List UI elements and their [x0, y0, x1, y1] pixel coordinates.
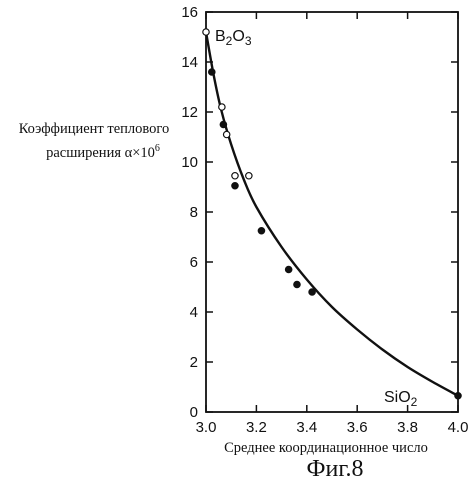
filled-data-point [209, 69, 215, 75]
y-axis-label: Коэффициент теплового расширения α×106 [4, 120, 184, 163]
y-tick-label: 12 [181, 104, 198, 121]
figure-caption: Фиг.8 [190, 456, 470, 483]
open-data-point [219, 104, 225, 110]
y-tick-label: 6 [190, 254, 198, 271]
x-tick-label: 3.6 [347, 419, 368, 436]
filled-data-point [220, 121, 226, 127]
y-tick-label: 4 [190, 304, 198, 321]
open-data-point [232, 173, 238, 179]
filled-data-point [309, 289, 315, 295]
filled-data-point [232, 183, 238, 189]
x-tick-label: 3.0 [196, 419, 217, 436]
filled-data-point [455, 393, 461, 399]
sio2-label: SiO2 [384, 389, 417, 409]
open-data-point [203, 29, 209, 35]
x-axis-label: Среднее координационное число [196, 440, 456, 457]
open-data-point [246, 173, 252, 179]
fit-curve [206, 32, 458, 396]
y-axis: 0246810121416 [181, 4, 458, 421]
x-tick-label: 3.8 [397, 419, 418, 436]
filled-data-point [294, 281, 300, 287]
open-data-point [223, 131, 229, 137]
y-tick-label: 2 [190, 354, 198, 371]
data-points [203, 29, 461, 399]
filled-data-point [258, 228, 264, 234]
x-tick-label: 3.4 [296, 419, 317, 436]
y-tick-label: 14 [181, 54, 198, 71]
y-tick-label: 16 [181, 4, 198, 21]
y-tick-label: 8 [190, 204, 198, 221]
x-tick-label: 3.2 [246, 419, 267, 436]
filled-data-point [285, 266, 291, 272]
x-axis: 3.0 3.2 3.4 3.6 3.8 4.0 [196, 12, 469, 436]
b2o3-label: B2O3 [215, 28, 252, 48]
y-tick-label: 0 [190, 404, 198, 421]
x-tick-label: 4.0 [448, 419, 469, 436]
plot-frame [206, 12, 458, 412]
